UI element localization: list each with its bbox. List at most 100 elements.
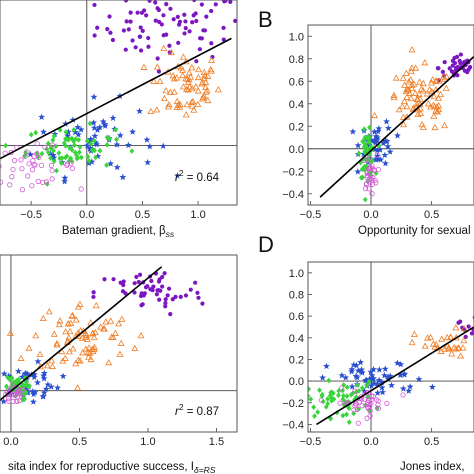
data-point — [364, 382, 370, 389]
x-axis-label: Bateman gradient, βss — [62, 225, 175, 239]
data-point — [44, 381, 52, 388]
data-point — [366, 186, 372, 192]
data-point — [146, 44, 151, 49]
data-point — [170, 75, 178, 82]
data-point — [342, 374, 350, 381]
data-point — [72, 316, 80, 323]
data-point — [167, 48, 175, 56]
data-point — [359, 403, 365, 409]
data-point — [374, 380, 381, 387]
data-point — [373, 146, 381, 154]
data-point — [373, 397, 380, 403]
data-point — [64, 337, 72, 344]
data-point — [0, 370, 8, 377]
data-point — [317, 387, 322, 393]
data-point — [153, 106, 161, 113]
data-point — [450, 63, 455, 68]
data-point — [441, 121, 449, 129]
data-point — [374, 152, 381, 159]
data-point — [42, 385, 50, 392]
data-point — [375, 405, 382, 412]
data-point — [63, 129, 69, 135]
data-point — [71, 128, 79, 136]
data-point — [38, 113, 46, 120]
data-point — [62, 120, 69, 127]
data-point — [48, 155, 53, 161]
data-point — [463, 334, 468, 339]
data-point — [177, 64, 185, 71]
data-point — [340, 396, 346, 402]
data-point — [200, 74, 208, 82]
data-point — [51, 158, 57, 165]
data-point — [368, 400, 374, 406]
y-tick-label: 0.0 — [289, 144, 304, 156]
data-point — [368, 396, 375, 403]
data-point — [64, 153, 70, 159]
data-point — [399, 113, 407, 120]
data-point — [34, 378, 41, 386]
data-point — [357, 358, 365, 366]
data-point — [83, 335, 91, 342]
data-point — [102, 277, 107, 282]
y-tick-label: −0.4 — [282, 419, 304, 431]
data-point — [121, 28, 126, 33]
plot-frame — [307, 261, 474, 433]
data-point — [412, 64, 420, 71]
data-point — [92, 302, 100, 309]
data-point — [91, 290, 96, 295]
data-point — [398, 102, 406, 110]
data-point — [408, 64, 416, 71]
series-orange — [408, 324, 468, 359]
data-point — [188, 98, 196, 105]
data-point — [168, 312, 173, 317]
data-point — [318, 397, 324, 403]
data-point — [381, 371, 388, 379]
data-point — [447, 333, 455, 340]
data-point — [400, 97, 408, 104]
data-point — [368, 137, 376, 145]
data-point — [130, 38, 135, 43]
data-point — [179, 83, 187, 90]
x-axis-label: Opportunity for sexual — [358, 225, 471, 237]
data-point — [363, 376, 370, 384]
panel-label-b: B — [258, 7, 273, 32]
data-point — [19, 187, 26, 193]
data-point — [34, 151, 40, 157]
data-point — [14, 398, 20, 404]
data-point — [233, 18, 237, 24]
data-point — [51, 133, 57, 139]
x-tick-label: 1.5 — [209, 436, 224, 448]
data-point — [352, 361, 360, 369]
data-point — [140, 28, 145, 34]
data-point — [26, 150, 34, 158]
data-point — [132, 290, 137, 295]
data-point — [419, 87, 427, 94]
y-tick-label: 1.0 — [289, 268, 304, 280]
data-point — [10, 166, 16, 173]
data-point — [138, 25, 143, 30]
data-point — [94, 126, 101, 133]
data-point — [74, 152, 79, 159]
data-point — [139, 10, 145, 15]
data-point — [89, 347, 97, 355]
data-point — [31, 388, 39, 396]
regression-line — [0, 266, 163, 401]
data-point — [19, 166, 25, 172]
panel-a: Bateman gradient, βss r2 = 0.64 −0.5 0.0 0… — [0, 0, 238, 239]
x-tick-label: 0.5 — [72, 436, 87, 448]
data-point — [408, 81, 416, 88]
y-tick-label: 0.8 — [289, 54, 304, 66]
data-point — [97, 323, 105, 330]
data-point — [39, 393, 47, 400]
data-point — [194, 59, 199, 64]
data-point — [386, 372, 394, 379]
data-point — [121, 282, 126, 288]
data-point — [36, 350, 44, 357]
data-point — [16, 376, 22, 383]
data-point — [144, 13, 149, 18]
data-point — [166, 88, 174, 96]
data-point — [362, 196, 368, 203]
data-point — [402, 69, 410, 76]
x-axis-label: Jones index, — [400, 461, 465, 473]
data-point — [366, 378, 372, 385]
